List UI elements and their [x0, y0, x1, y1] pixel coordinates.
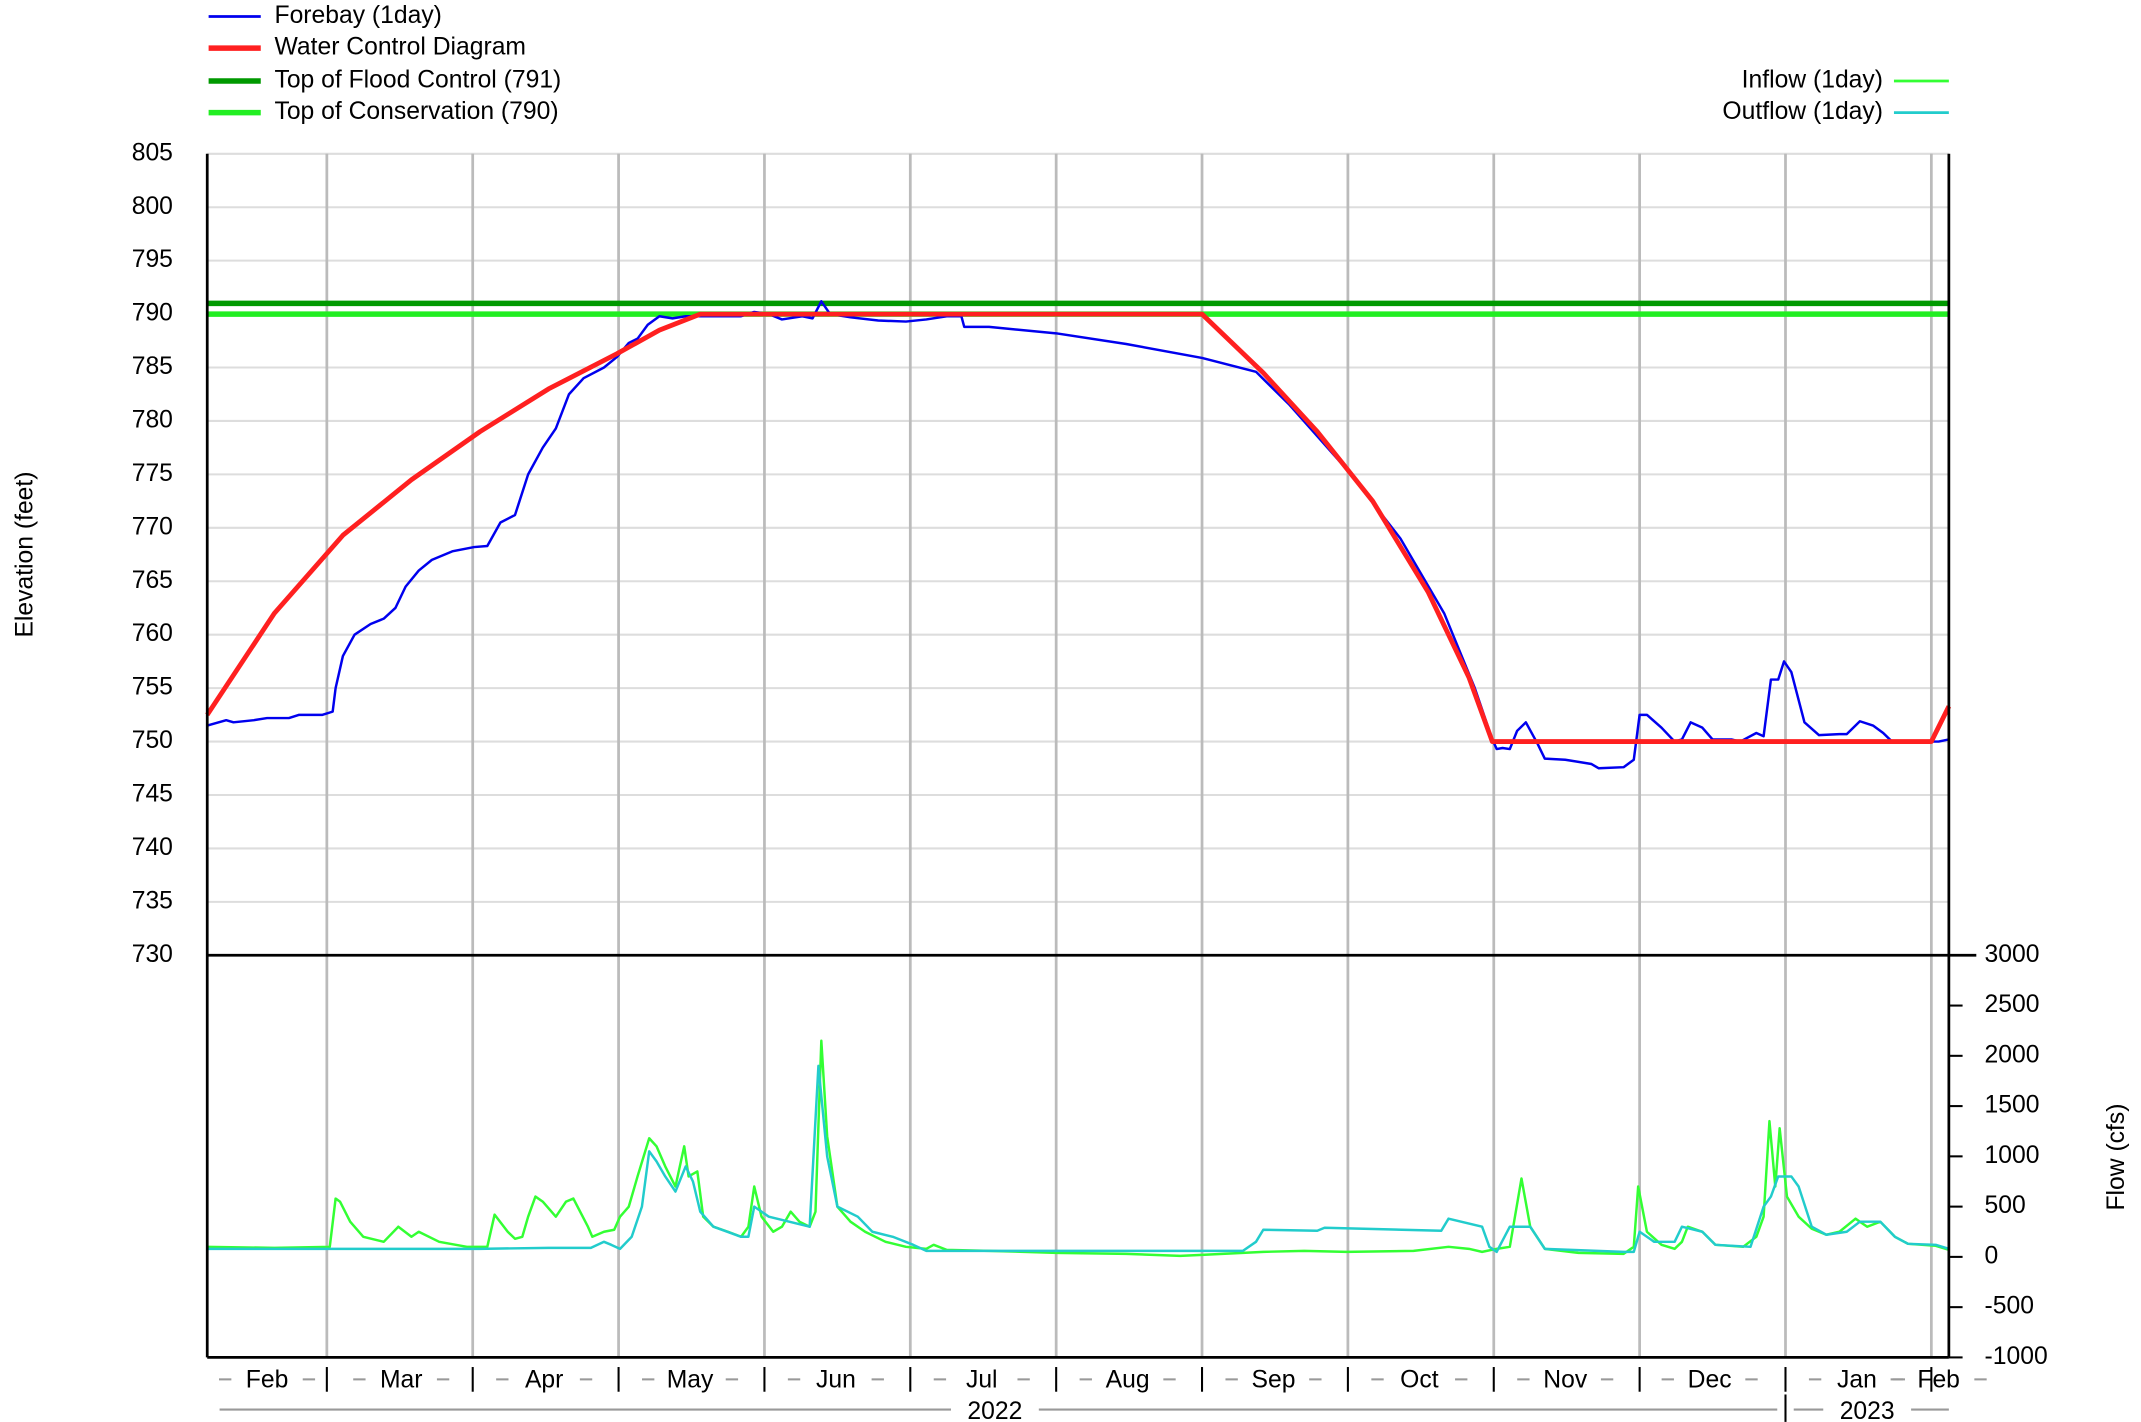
x-tick-label: Oct [1400, 1366, 1439, 1393]
y-tick-label: 800 [132, 193, 173, 220]
x-tick-label: Feb [1917, 1366, 1960, 1393]
y-tick-label: 765 [132, 567, 173, 594]
y-tick-label: 785 [132, 353, 173, 380]
legend-label: Water Control Diagram [274, 34, 526, 61]
x-tick-label: Mar [380, 1366, 423, 1393]
y2-tick-label: 3000 [1985, 941, 2040, 968]
y-tick-label: 755 [132, 674, 173, 701]
year-label: 2022 [967, 1398, 1022, 1422]
series-line [207, 1064, 1950, 1254]
legend-label: Forebay (1day) [274, 2, 441, 29]
y-tick-label: 750 [132, 727, 173, 754]
x-tick-label: Sep [1252, 1366, 1296, 1393]
y-tick-label: 745 [132, 781, 173, 808]
y-tick-label: 735 [132, 887, 173, 914]
legend-label: Outflow (1day) [1722, 98, 1883, 125]
y2-tick-label: 1500 [1985, 1092, 2040, 1119]
x-tick-label: May [667, 1366, 714, 1393]
y-tick-label: 730 [132, 941, 173, 968]
y2-tick-label: 1000 [1985, 1142, 2040, 1169]
y-tick-label: 775 [132, 460, 173, 487]
y-tick-label: 740 [132, 834, 173, 861]
y-tick-label: 780 [132, 406, 173, 433]
x-tick-label: Aug [1106, 1366, 1150, 1393]
x-tick-label: Dec [1688, 1366, 1732, 1393]
x-tick-label: Jul [966, 1366, 998, 1393]
y-axis-label: Elevation (feet) [12, 472, 39, 638]
y2-tick-label: -500 [1985, 1293, 2034, 1320]
x-tick-label: Feb [246, 1366, 289, 1393]
x-tick-label: Jun [816, 1366, 856, 1393]
y2-axis-label: Flow (cfs) [2103, 1104, 2130, 1211]
y-tick-label: 795 [132, 246, 173, 273]
y-tick-label: 760 [132, 620, 173, 647]
y2-tick-label: 0 [1985, 1242, 1999, 1269]
legend-label: Inflow (1day) [1742, 67, 1883, 94]
x-tick-label: Apr [525, 1366, 563, 1393]
x-tick-label: Jan [1837, 1366, 1877, 1393]
y-tick-label: 770 [132, 513, 173, 540]
series-line [205, 311, 1952, 744]
y-tick-label: 790 [132, 300, 173, 327]
y2-tick-label: 2000 [1985, 1041, 2040, 1068]
y2-tick-label: 500 [1985, 1192, 2026, 1219]
y2-tick-label: -1000 [1985, 1343, 2048, 1370]
legend-label: Top of Flood Control (791) [274, 67, 561, 94]
y-tick-label: 805 [132, 139, 173, 166]
legend-label: Top of Conservation (790) [274, 98, 558, 125]
x-tick-label: Nov [1543, 1366, 1588, 1393]
year-label: 2023 [1840, 1398, 1895, 1422]
y2-tick-label: 2500 [1985, 991, 2040, 1018]
